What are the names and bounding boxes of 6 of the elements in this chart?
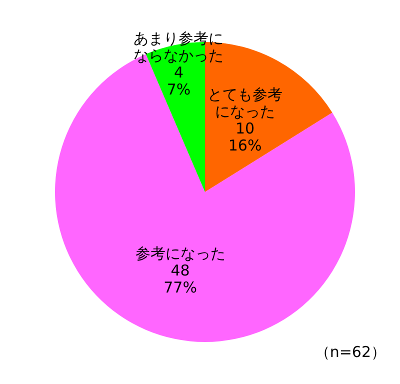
text: （n=62）: [314, 343, 386, 362]
data-label: 4 7%: [166, 64, 191, 99]
slice-label: とても参考になった: [208, 85, 283, 120]
data-label: 48 77%: [164, 262, 197, 297]
data-label: 10 16%: [228, 119, 262, 154]
slice-label: 参考になった: [135, 244, 226, 263]
